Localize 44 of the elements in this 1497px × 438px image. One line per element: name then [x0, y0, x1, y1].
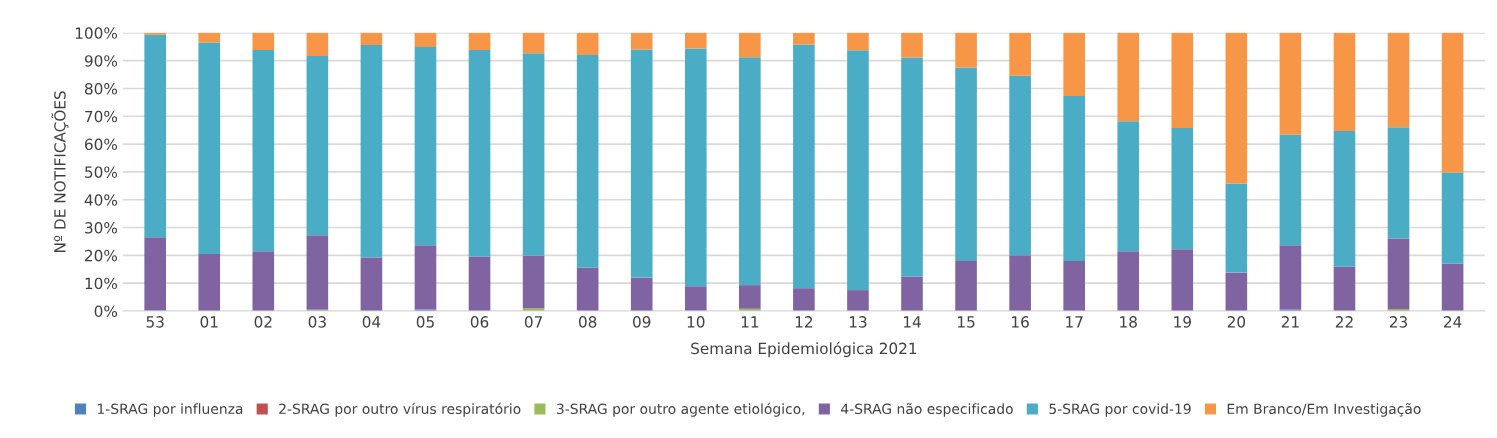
- y-tick-label: 20%: [85, 249, 118, 262]
- y-tick-label: 100%: [75, 27, 118, 39]
- x-tick-label: 53: [146, 316, 164, 328]
- x-tick-label: 18: [1120, 316, 1137, 328]
- x-tick-label: 05: [416, 316, 434, 328]
- x-tick-label: 15: [958, 316, 975, 328]
- x-tick-label: 24: [1443, 316, 1462, 328]
- x-tick-label: 12: [795, 316, 813, 328]
- x-tick-label: 08: [578, 316, 597, 328]
- x-tick-label: 07: [524, 316, 543, 328]
- x-tick-label: 14: [903, 316, 921, 328]
- x-axis-title: Semana Epidemiológica 2021: [691, 341, 917, 358]
- legend-label: Em Branco/Em Investigação: [1227, 403, 1421, 417]
- y-tick-label: 30%: [85, 222, 118, 234]
- legend-label: 3-SRAG por outro agente etiológico,: [556, 402, 805, 417]
- x-tick-label: 21: [1281, 316, 1299, 328]
- x-tick-label: 10: [687, 316, 705, 328]
- x-tick-label: 19: [1174, 316, 1191, 328]
- x-tick-label: 11: [741, 316, 759, 328]
- y-tick-label: 70%: [85, 110, 118, 123]
- x-tick-label: 06: [470, 316, 489, 328]
- y-tick-label: 90%: [84, 55, 118, 67]
- x-tick-label: 22: [1335, 316, 1353, 328]
- x-tick-label: 01: [200, 316, 218, 328]
- x-tick-label: 09: [633, 316, 651, 328]
- y-axis-title: Nº DE NOTIFICAÇÕES: [51, 91, 69, 253]
- y-tick-label: 60%: [85, 138, 118, 151]
- x-tick-label: 03: [308, 316, 326, 328]
- legend-label: 2-SRAG por outro vírus respiratório: [279, 402, 521, 417]
- legend-label: 5-SRAG por covid-19: [1049, 403, 1191, 417]
- x-tick-label: 13: [849, 316, 867, 328]
- y-tick-label: 0%: [94, 305, 118, 317]
- x-tick-label: 04: [362, 316, 381, 328]
- x-tick-label: 23: [1389, 316, 1408, 328]
- legend-label: 1-SRAG por influenza: [97, 403, 243, 417]
- legend-label: 4-SRAG não especificado: [841, 403, 1013, 417]
- x-tick-label: 17: [1066, 316, 1083, 328]
- y-tick-label: 40%: [84, 194, 118, 206]
- x-tick-label: 02: [254, 316, 272, 328]
- y-tick-label: 10%: [85, 277, 118, 290]
- x-tick-label: 16: [1012, 316, 1029, 328]
- x-tick-label: 20: [1227, 316, 1246, 328]
- y-tick-label: 80%: [84, 82, 118, 95]
- y-tick-label: 50%: [85, 166, 118, 178]
